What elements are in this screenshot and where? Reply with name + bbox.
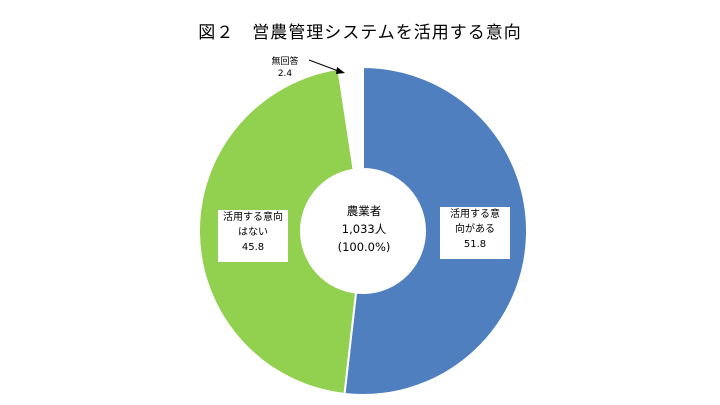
label-yes-value: 51.8: [463, 239, 487, 250]
chart-title: 図２ 営農管理システムを活用する意向: [198, 23, 522, 43]
label-no-answer: 無回答 2.4: [265, 56, 305, 80]
center-label: 農業者 1,033人 (100.0%): [305, 202, 423, 256]
center-label-percent: (100.0%): [337, 240, 391, 254]
label-no-answer-name: 無回答: [271, 57, 299, 67]
label-no-line2: はない: [238, 227, 268, 238]
slice-0: [343, 65, 528, 396]
label-no: 活用する意向 はない 45.8: [218, 210, 288, 262]
label-no-value: 45.8: [241, 242, 265, 253]
center-label-group: 農業者: [346, 204, 382, 218]
leader-arrowhead: [336, 67, 345, 74]
label-yes: 活用する意 向がある 51.8: [440, 207, 510, 259]
label-no-answer-value: 2.4: [277, 69, 293, 79]
slice-2: [337, 65, 364, 171]
label-no-line1: 活用する意向: [223, 212, 283, 223]
label-yes-line2: 向がある: [455, 224, 495, 235]
center-label-count: 1,033人: [341, 222, 387, 236]
leader-line-no-answer: [308, 59, 342, 73]
label-yes-line1: 活用する意: [450, 209, 500, 220]
